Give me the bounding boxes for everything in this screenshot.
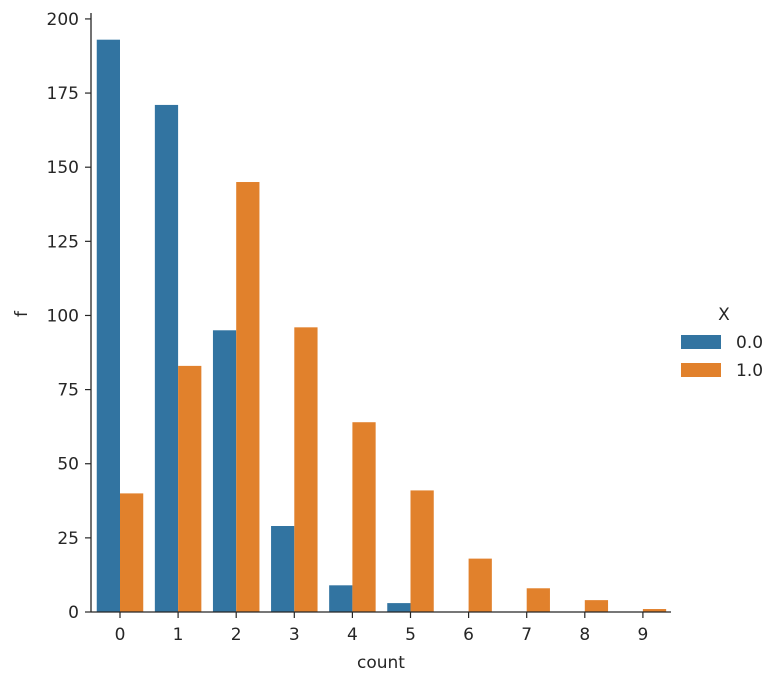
bar-series0-0 [96,39,120,612]
legend-swatch [681,363,721,377]
x-tick-label: 5 [405,625,416,645]
axes-layer [90,13,671,613]
bar-series1-4 [352,422,376,612]
y-tick-label: 0 [68,603,79,623]
bar-series1-3 [294,327,318,612]
x-ticks: 0 1 2 3 4 5 6 7 8 9 [115,612,648,645]
x-tick-label: 9 [637,625,648,645]
bar-series0-5 [387,603,411,612]
y-tick-label: 75 [57,381,79,401]
x-tick-label: 3 [289,625,300,645]
x-tick-label: 7 [521,625,532,645]
x-tick-label: 4 [347,625,358,645]
legend-swatch [681,335,721,349]
y-tick-label: 100 [47,306,79,326]
bar-series0-1 [154,104,179,613]
y-tick-label: 125 [47,232,79,252]
x-tick-label: 8 [579,625,590,645]
bar-series1-2 [236,182,260,612]
y-tick-label: 200 [47,10,79,30]
bar-series0-2 [212,330,237,612]
x-tick-label: 6 [463,625,474,645]
legend-entry-label: 1.0 [736,361,763,381]
bar-series1-6 [468,558,492,612]
bar-series1-8 [584,600,609,612]
legend-entry-label: 0.0 [736,333,763,353]
legend-title: X [718,305,730,325]
bar-series0-3 [271,526,295,612]
y-tick-label: 50 [57,455,79,475]
legend: X 0.0 1.0 [681,305,763,381]
bars-layer [96,39,667,613]
x-tick-label: 1 [173,625,184,645]
bar-series1-0 [120,493,144,612]
bar-series1-5 [410,490,434,612]
y-ticks: 0 25 50 75 100 125 150 175 200 [47,10,91,623]
y-axis-label: f [12,310,32,317]
x-tick-label: 0 [115,625,126,645]
x-tick-label: 2 [231,625,242,645]
x-axis-label: count [357,653,405,673]
bar-series1-1 [178,365,202,612]
bar-series0-4 [329,585,353,612]
y-tick-label: 150 [47,158,79,178]
y-tick-label: 25 [57,529,79,549]
y-tick-label: 175 [47,84,79,104]
bar-series1-7 [526,588,550,612]
bar-series1-9 [642,609,667,612]
